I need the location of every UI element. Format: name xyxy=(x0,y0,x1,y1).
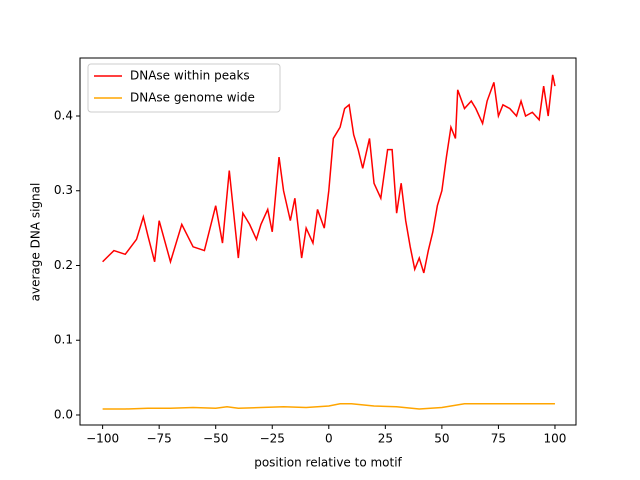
data-line xyxy=(102,74,556,274)
x-tick-label: −50 xyxy=(203,432,228,446)
legend-box xyxy=(87,63,281,113)
y-tick-label: 0.3 xyxy=(54,183,73,197)
x-tick-label: 25 xyxy=(378,432,393,446)
legend-label: DNAse within peaks xyxy=(130,69,250,83)
x-tick-label: −100 xyxy=(86,432,119,446)
x-tick-label: 0 xyxy=(325,432,333,446)
data-line xyxy=(102,403,555,410)
legend-label: DNAse genome wide xyxy=(130,91,255,105)
y-tick-label: 0.0 xyxy=(54,407,73,421)
x-tick-label: −75 xyxy=(146,432,171,446)
y-tick-label: 0.2 xyxy=(54,258,73,272)
x-tick-label: 75 xyxy=(491,432,506,446)
x-axis-label: position relative to motif xyxy=(254,456,402,470)
y-tick-label: 0.1 xyxy=(54,333,73,347)
x-tick-label: −25 xyxy=(260,432,285,446)
plot-frame xyxy=(79,57,577,426)
y-tick-label: 0.4 xyxy=(54,109,73,123)
y-axis-label: average DNA signal xyxy=(29,183,43,302)
x-tick-label: 100 xyxy=(544,432,567,446)
x-tick-label: 50 xyxy=(434,432,449,446)
